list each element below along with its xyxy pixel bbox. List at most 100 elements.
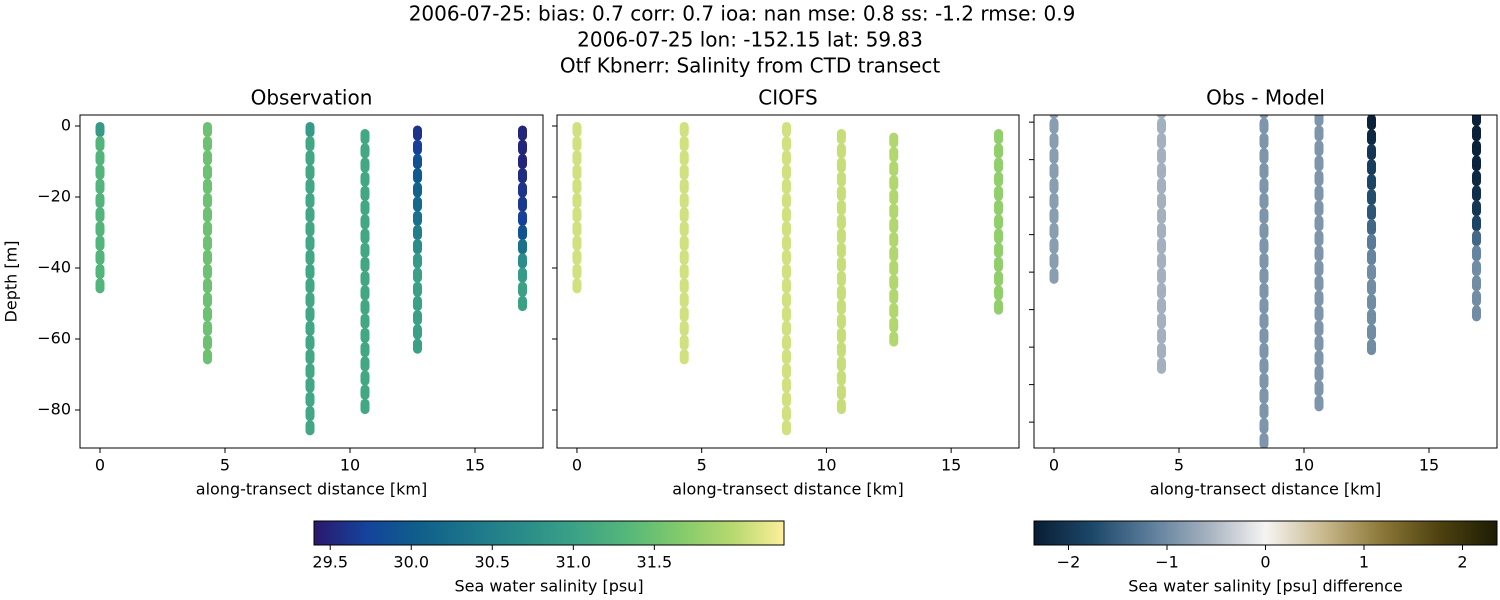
point [305, 405, 315, 422]
point [1314, 335, 1324, 352]
point [679, 192, 689, 209]
point [203, 207, 212, 223]
point [782, 349, 792, 365]
point [782, 306, 792, 322]
point [1367, 324, 1376, 341]
point [305, 178, 315, 194]
point [1157, 177, 1166, 194]
point [572, 136, 582, 152]
x-tick-label: 5 [1174, 456, 1184, 475]
colorbar-label: Sea water salinity [psu] [454, 577, 643, 596]
point [203, 263, 212, 280]
point [1259, 115, 1269, 119]
point [95, 278, 105, 294]
point [836, 200, 846, 216]
point [1472, 290, 1481, 307]
point [889, 260, 899, 276]
point [360, 129, 370, 145]
point [572, 263, 582, 280]
point [1367, 174, 1376, 191]
point [360, 370, 370, 386]
point [1472, 245, 1481, 262]
point [1367, 115, 1376, 131]
point [836, 185, 846, 202]
point [360, 271, 370, 287]
point [95, 263, 105, 280]
point [203, 278, 212, 294]
point [1472, 115, 1481, 127]
point [413, 253, 422, 269]
point [782, 391, 792, 407]
y-axis-label: Depth [m] [2, 241, 21, 323]
point [994, 271, 1004, 287]
point [203, 136, 212, 152]
point [203, 150, 212, 166]
point [360, 384, 370, 400]
point [782, 150, 792, 166]
point [782, 263, 792, 280]
panel-title: Obs - Model [1206, 86, 1325, 110]
point [782, 207, 792, 223]
point [836, 370, 846, 386]
point [679, 320, 689, 336]
point [305, 136, 315, 152]
point [1049, 132, 1059, 149]
point [994, 256, 1004, 273]
point [679, 164, 689, 180]
point [1259, 132, 1269, 149]
point [836, 157, 846, 173]
point [518, 139, 527, 155]
point [360, 157, 370, 173]
point [994, 299, 1004, 315]
colorbar [313, 520, 785, 546]
point [836, 356, 846, 372]
point [360, 185, 370, 202]
point [1472, 230, 1481, 247]
point [1259, 147, 1269, 164]
point [413, 310, 422, 326]
axes-frame [1033, 114, 1498, 449]
point [782, 363, 792, 379]
point [782, 405, 792, 422]
point [413, 182, 422, 198]
point [836, 285, 846, 301]
point [782, 249, 792, 265]
point [360, 313, 370, 329]
point [1157, 297, 1166, 314]
point [1367, 234, 1376, 251]
colorbar-tick-label: 31.5 [637, 553, 673, 572]
x-tick-label: 5 [697, 456, 707, 475]
point [1259, 222, 1269, 239]
point [1367, 249, 1376, 266]
point [413, 210, 422, 226]
point [413, 324, 422, 340]
point [836, 384, 846, 400]
point [1049, 267, 1059, 284]
point [1157, 162, 1166, 179]
point [889, 146, 899, 163]
point [1157, 342, 1166, 359]
point [1472, 305, 1481, 322]
point [889, 203, 899, 219]
point [836, 398, 846, 415]
point [1367, 129, 1376, 146]
point [413, 338, 422, 354]
point [413, 168, 422, 184]
colorbar-tick-label: 2 [1457, 553, 1467, 572]
point [572, 207, 582, 223]
point [572, 164, 582, 180]
point [572, 150, 582, 166]
point [836, 271, 846, 287]
point [1314, 380, 1324, 397]
point [889, 246, 899, 262]
axes-frame [556, 114, 1020, 449]
points [572, 121, 1004, 436]
point [1314, 305, 1324, 322]
point [1049, 147, 1059, 164]
point [360, 214, 370, 230]
point [1157, 267, 1166, 284]
point [95, 249, 105, 265]
colorbar-tick-label: 30.0 [393, 553, 429, 572]
point [994, 285, 1004, 301]
point [836, 214, 846, 230]
